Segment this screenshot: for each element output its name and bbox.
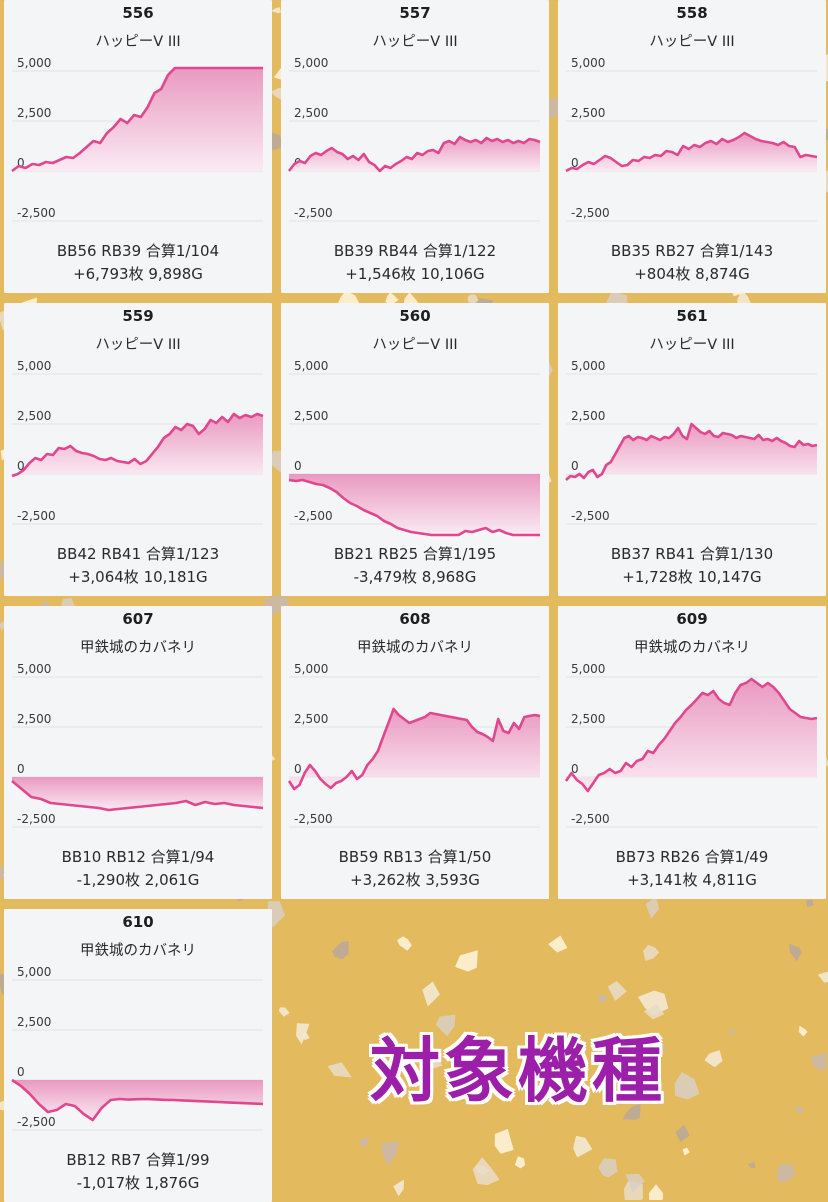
- y-tick-label: 2,500: [294, 409, 328, 423]
- bonus-stats: BB56 RB39 合算1/104: [4, 240, 272, 261]
- y-tick-label: 2,500: [17, 106, 51, 120]
- bonus-stats: BB59 RB13 合算1/50: [281, 846, 549, 867]
- y-tick-label: -2,500: [294, 812, 333, 826]
- y-tick-label: 2,500: [294, 106, 328, 120]
- bonus-stats: BB12 RB7 合算1/99: [4, 1149, 272, 1170]
- y-tick-label: -2,500: [294, 509, 333, 523]
- y-tick-label: 5,000: [17, 662, 51, 676]
- y-tick-label: -2,500: [571, 812, 610, 826]
- y-tick-label: 2,500: [17, 1015, 51, 1029]
- bonus-stats: BB37 RB41 合算1/130: [558, 543, 826, 564]
- y-tick-label: 5,000: [294, 359, 328, 373]
- bonus-stats: BB10 RB12 合算1/94: [4, 846, 272, 867]
- medal-diff-games: +3,262枚 3,593G: [281, 869, 549, 890]
- y-tick-label: 2,500: [571, 712, 605, 726]
- medal-diff-games: +6,793枚 9,898G: [4, 263, 272, 284]
- bonus-stats: BB39 RB44 合算1/122: [281, 240, 549, 261]
- y-tick-label: 0: [17, 762, 25, 776]
- y-tick-label: 5,000: [294, 662, 328, 676]
- medal-diff-games: +3,064枚 10,181G: [4, 566, 272, 587]
- y-tick-label: 5,000: [294, 56, 328, 70]
- y-tick-label: -2,500: [17, 812, 56, 826]
- y-tick-label: 0: [294, 762, 302, 776]
- medal-diff-games: +804枚 8,874G: [558, 263, 826, 284]
- target-models-banner: 対象機種: [370, 1015, 666, 1116]
- payout-line-chart: 5,000 2,500 0 -2,500: [4, 909, 272, 1149]
- y-tick-label: -2,500: [571, 206, 610, 220]
- bonus-stats: BB73 RB26 合算1/49: [558, 846, 826, 867]
- payout-line-chart: 5,000 2,500 0 -2,500: [281, 303, 549, 543]
- y-tick-label: 5,000: [571, 359, 605, 373]
- bonus-stats: BB21 RB25 合算1/195: [281, 543, 549, 564]
- y-tick-label: -2,500: [571, 509, 610, 523]
- bonus-stats: BB42 RB41 合算1/123: [4, 543, 272, 564]
- y-tick-label: 2,500: [17, 712, 51, 726]
- payout-line-chart: 5,000 2,500 0 -2,500: [558, 303, 826, 543]
- y-tick-label: 5,000: [571, 662, 605, 676]
- series-area: [12, 414, 263, 476]
- series-area: [289, 474, 540, 535]
- medal-diff-games: -1,017枚 1,876G: [4, 1172, 272, 1193]
- medal-diff-games: -3,479枚 8,968G: [281, 566, 549, 587]
- bonus-stats: BB35 RB27 合算1/143: [558, 240, 826, 261]
- y-tick-label: -2,500: [17, 206, 56, 220]
- medal-diff-games: +1,546枚 10,106G: [281, 263, 549, 284]
- y-tick-label: 5,000: [571, 56, 605, 70]
- medal-diff-games: -1,290枚 2,061G: [4, 869, 272, 890]
- series-area: [12, 777, 263, 810]
- y-tick-label: 2,500: [571, 409, 605, 423]
- y-tick-label: 2,500: [294, 712, 328, 726]
- y-tick-label: 0: [17, 1065, 25, 1079]
- y-tick-label: -2,500: [17, 1115, 56, 1129]
- y-tick-label: 0: [571, 459, 579, 473]
- medal-diff-games: +1,728枚 10,147G: [558, 566, 826, 587]
- series-area: [566, 133, 817, 171]
- y-tick-label: -2,500: [294, 206, 333, 220]
- y-tick-label: 5,000: [17, 56, 51, 70]
- payout-line-chart: 5,000 2,500 0 -2,500: [281, 606, 549, 846]
- medal-diff-games: +3,141枚 4,811G: [558, 869, 826, 890]
- y-tick-label: -2,500: [17, 509, 56, 523]
- y-tick-label: 5,000: [17, 965, 51, 979]
- y-tick-label: 0: [294, 459, 302, 473]
- y-tick-label: 2,500: [17, 409, 51, 423]
- y-tick-label: 5,000: [17, 359, 51, 373]
- y-tick-label: 2,500: [571, 106, 605, 120]
- payout-line-chart: 5,000 2,500 0 -2,500: [4, 606, 272, 846]
